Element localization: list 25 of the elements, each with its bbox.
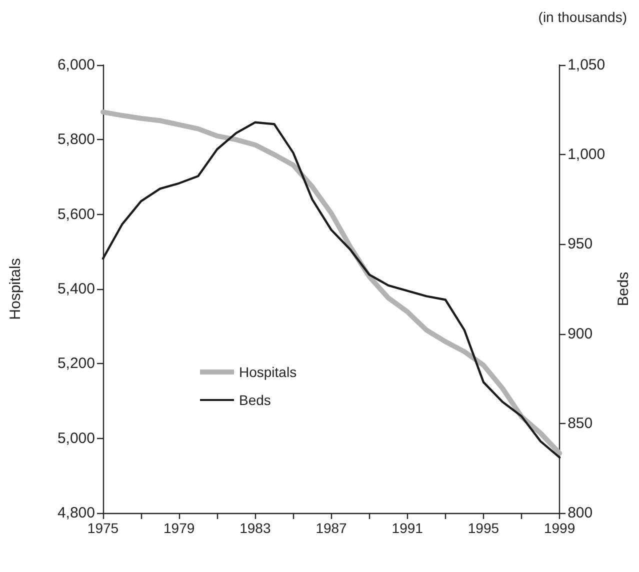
x-tick-label: 1995: [468, 520, 500, 536]
y-tick-label: 5,400: [57, 280, 95, 298]
y2-tick-label: 1,000: [568, 146, 606, 164]
y-tick-label: 5,000: [57, 430, 95, 447]
y2-tick-label: 1,050: [568, 56, 606, 74]
y-tick-label: 6,000: [57, 56, 95, 74]
x-tick-label: 1983: [240, 520, 271, 536]
legend-label: Beds: [239, 392, 271, 408]
y2-tick-label: 900: [568, 325, 593, 342]
y-tick-label: 5,200: [57, 355, 95, 372]
legend-label: Hospitals: [239, 364, 297, 380]
y2-tick-label: 850: [568, 414, 593, 432]
y-tick-label: 4,800: [57, 504, 95, 522]
y-tick-label: 5,600: [57, 206, 95, 223]
text: (in thousands): [538, 9, 627, 25]
x-tick-label: 1975: [87, 520, 119, 536]
y-tick-label: 5,800: [57, 131, 95, 148]
x-tick-label: 1991: [392, 520, 424, 536]
x-tick-label: 1999: [544, 520, 576, 536]
y2-tick-label: 950: [568, 236, 593, 253]
y2-axis-title: Beds: [615, 272, 632, 306]
y-axis-title: Hospitals: [7, 258, 24, 320]
x-tick-label: 1979: [164, 520, 195, 536]
y2-tick-label: 800: [568, 504, 593, 522]
x-tick-label: 1987: [316, 520, 348, 536]
